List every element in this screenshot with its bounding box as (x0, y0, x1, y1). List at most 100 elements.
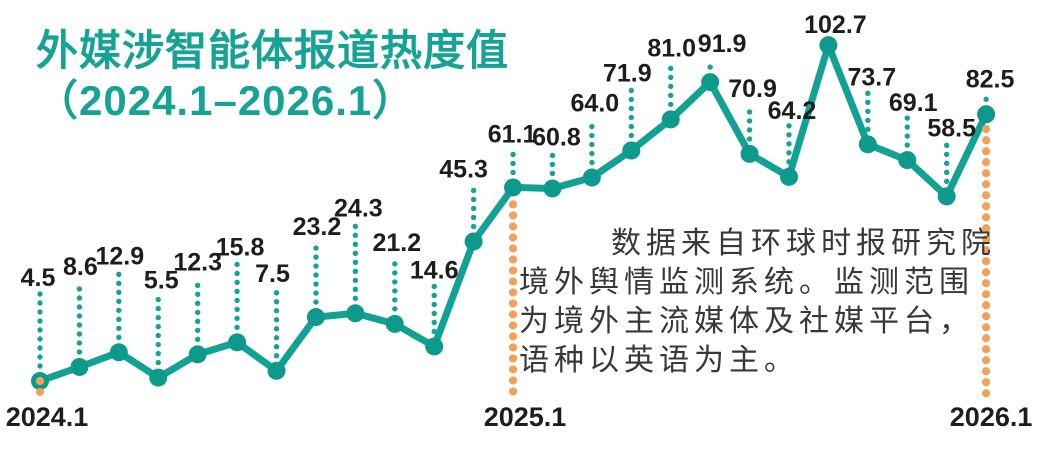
leader-dot (549, 152, 556, 159)
leader-dot (116, 280, 122, 286)
leader-dot (549, 161, 556, 168)
leader-dot (352, 250, 359, 256)
year-tick-dot (508, 200, 518, 209)
leader-dot (116, 298, 122, 304)
leader-dot (707, 64, 713, 70)
leader-dot (155, 314, 161, 321)
leader-dot (194, 318, 201, 325)
data-point-marker (504, 178, 523, 197)
leader-dot (352, 295, 359, 301)
leader-dot (273, 344, 280, 350)
leader-dot (470, 196, 477, 203)
value-label: 15.8 (216, 233, 265, 261)
year-tick-dot (981, 125, 991, 134)
leader-dot (746, 118, 753, 124)
value-label: 61.1 (488, 120, 537, 148)
year-tick-dot (981, 202, 991, 211)
leader-dot (352, 259, 359, 265)
leader-dot (273, 308, 280, 314)
year-tick-dot (508, 332, 518, 341)
year-tick-dot (981, 378, 991, 387)
leader-dot (116, 271, 122, 277)
leader-dot (313, 263, 319, 269)
value-label: 4.5 (21, 264, 56, 292)
leader-dot (865, 99, 871, 106)
leader-dot (392, 261, 398, 267)
value-label: 12.3 (173, 248, 222, 276)
data-point-marker (977, 105, 996, 124)
year-tick-dot (508, 255, 518, 264)
data-point-marker (898, 151, 917, 170)
leader-dot (194, 300, 201, 307)
leader-dot (313, 299, 319, 305)
value-label: 81.0 (647, 34, 696, 62)
leader-dot (668, 83, 674, 90)
leader-dot (510, 151, 516, 158)
leader-dot (865, 90, 871, 97)
leader-dot (37, 354, 43, 360)
leader-dot (76, 340, 83, 346)
year-tick-dot (981, 235, 991, 244)
year-tick-dot (508, 376, 518, 385)
leader-dot (76, 304, 83, 310)
value-label: 7.5 (255, 260, 290, 288)
leader-dot (313, 281, 319, 287)
leader-dot (746, 136, 753, 142)
x-axis-year-label: 2025.1 (484, 402, 567, 432)
year-tick-dot (981, 334, 991, 343)
leader-dot (234, 270, 240, 277)
leader-dot (510, 160, 516, 167)
leader-dot (589, 123, 595, 130)
leader-dot (786, 123, 792, 129)
leader-dot (786, 150, 792, 156)
leader-dot (904, 133, 910, 139)
data-point-marker (543, 179, 562, 198)
leader-dot (273, 290, 280, 296)
leader-dot (668, 101, 674, 108)
leader-dot (431, 283, 437, 290)
leader-dot (234, 261, 240, 268)
leader-dot (865, 126, 871, 133)
year-tick-dot (981, 268, 991, 277)
data-point-marker (779, 167, 798, 186)
leader-dot (431, 292, 437, 299)
year-tick-dot (981, 356, 991, 365)
leader-dot (37, 327, 43, 333)
leader-dot (983, 96, 989, 102)
leader-dot (194, 309, 201, 316)
year-tick-dot (981, 136, 991, 145)
leader-dot (628, 114, 634, 121)
year-tick-dot (508, 310, 518, 319)
value-label: 69.1 (889, 89, 938, 117)
data-point-marker (385, 314, 404, 333)
leader-dot (76, 313, 83, 319)
leader-dot (865, 108, 871, 115)
data-point-marker (582, 168, 601, 187)
leader-dot (155, 332, 161, 339)
leader-dot (155, 296, 161, 303)
leader-dot (589, 159, 595, 166)
year-tick-dot (508, 222, 518, 231)
data-source-note-line: 数据来自环球时报研究院 (611, 227, 996, 260)
leader-dot (76, 286, 83, 292)
value-label: 14.6 (410, 256, 459, 284)
leader-dot (155, 350, 161, 357)
data-source-note-line: 境外舆情监测系统。监测范围 (519, 266, 974, 299)
leader-dot (628, 87, 634, 94)
value-label: 71.9 (603, 60, 652, 88)
year-tick-dot (981, 345, 991, 354)
leader-dot (943, 178, 950, 185)
year-tick-dot (508, 387, 518, 396)
leader-dot (943, 151, 950, 158)
value-label: 12.9 (96, 242, 145, 270)
data-point-marker (858, 135, 877, 154)
leader-dot (234, 279, 240, 286)
value-label: 24.3 (334, 194, 383, 222)
value-label: 45.3 (439, 155, 488, 183)
value-label: 82.5 (966, 65, 1015, 93)
leader-dot (155, 305, 161, 312)
leader-dot (155, 323, 161, 330)
leader-dot (943, 160, 950, 167)
x-axis-year-label: 2024.1 (6, 402, 89, 432)
leader-dot (628, 132, 634, 139)
